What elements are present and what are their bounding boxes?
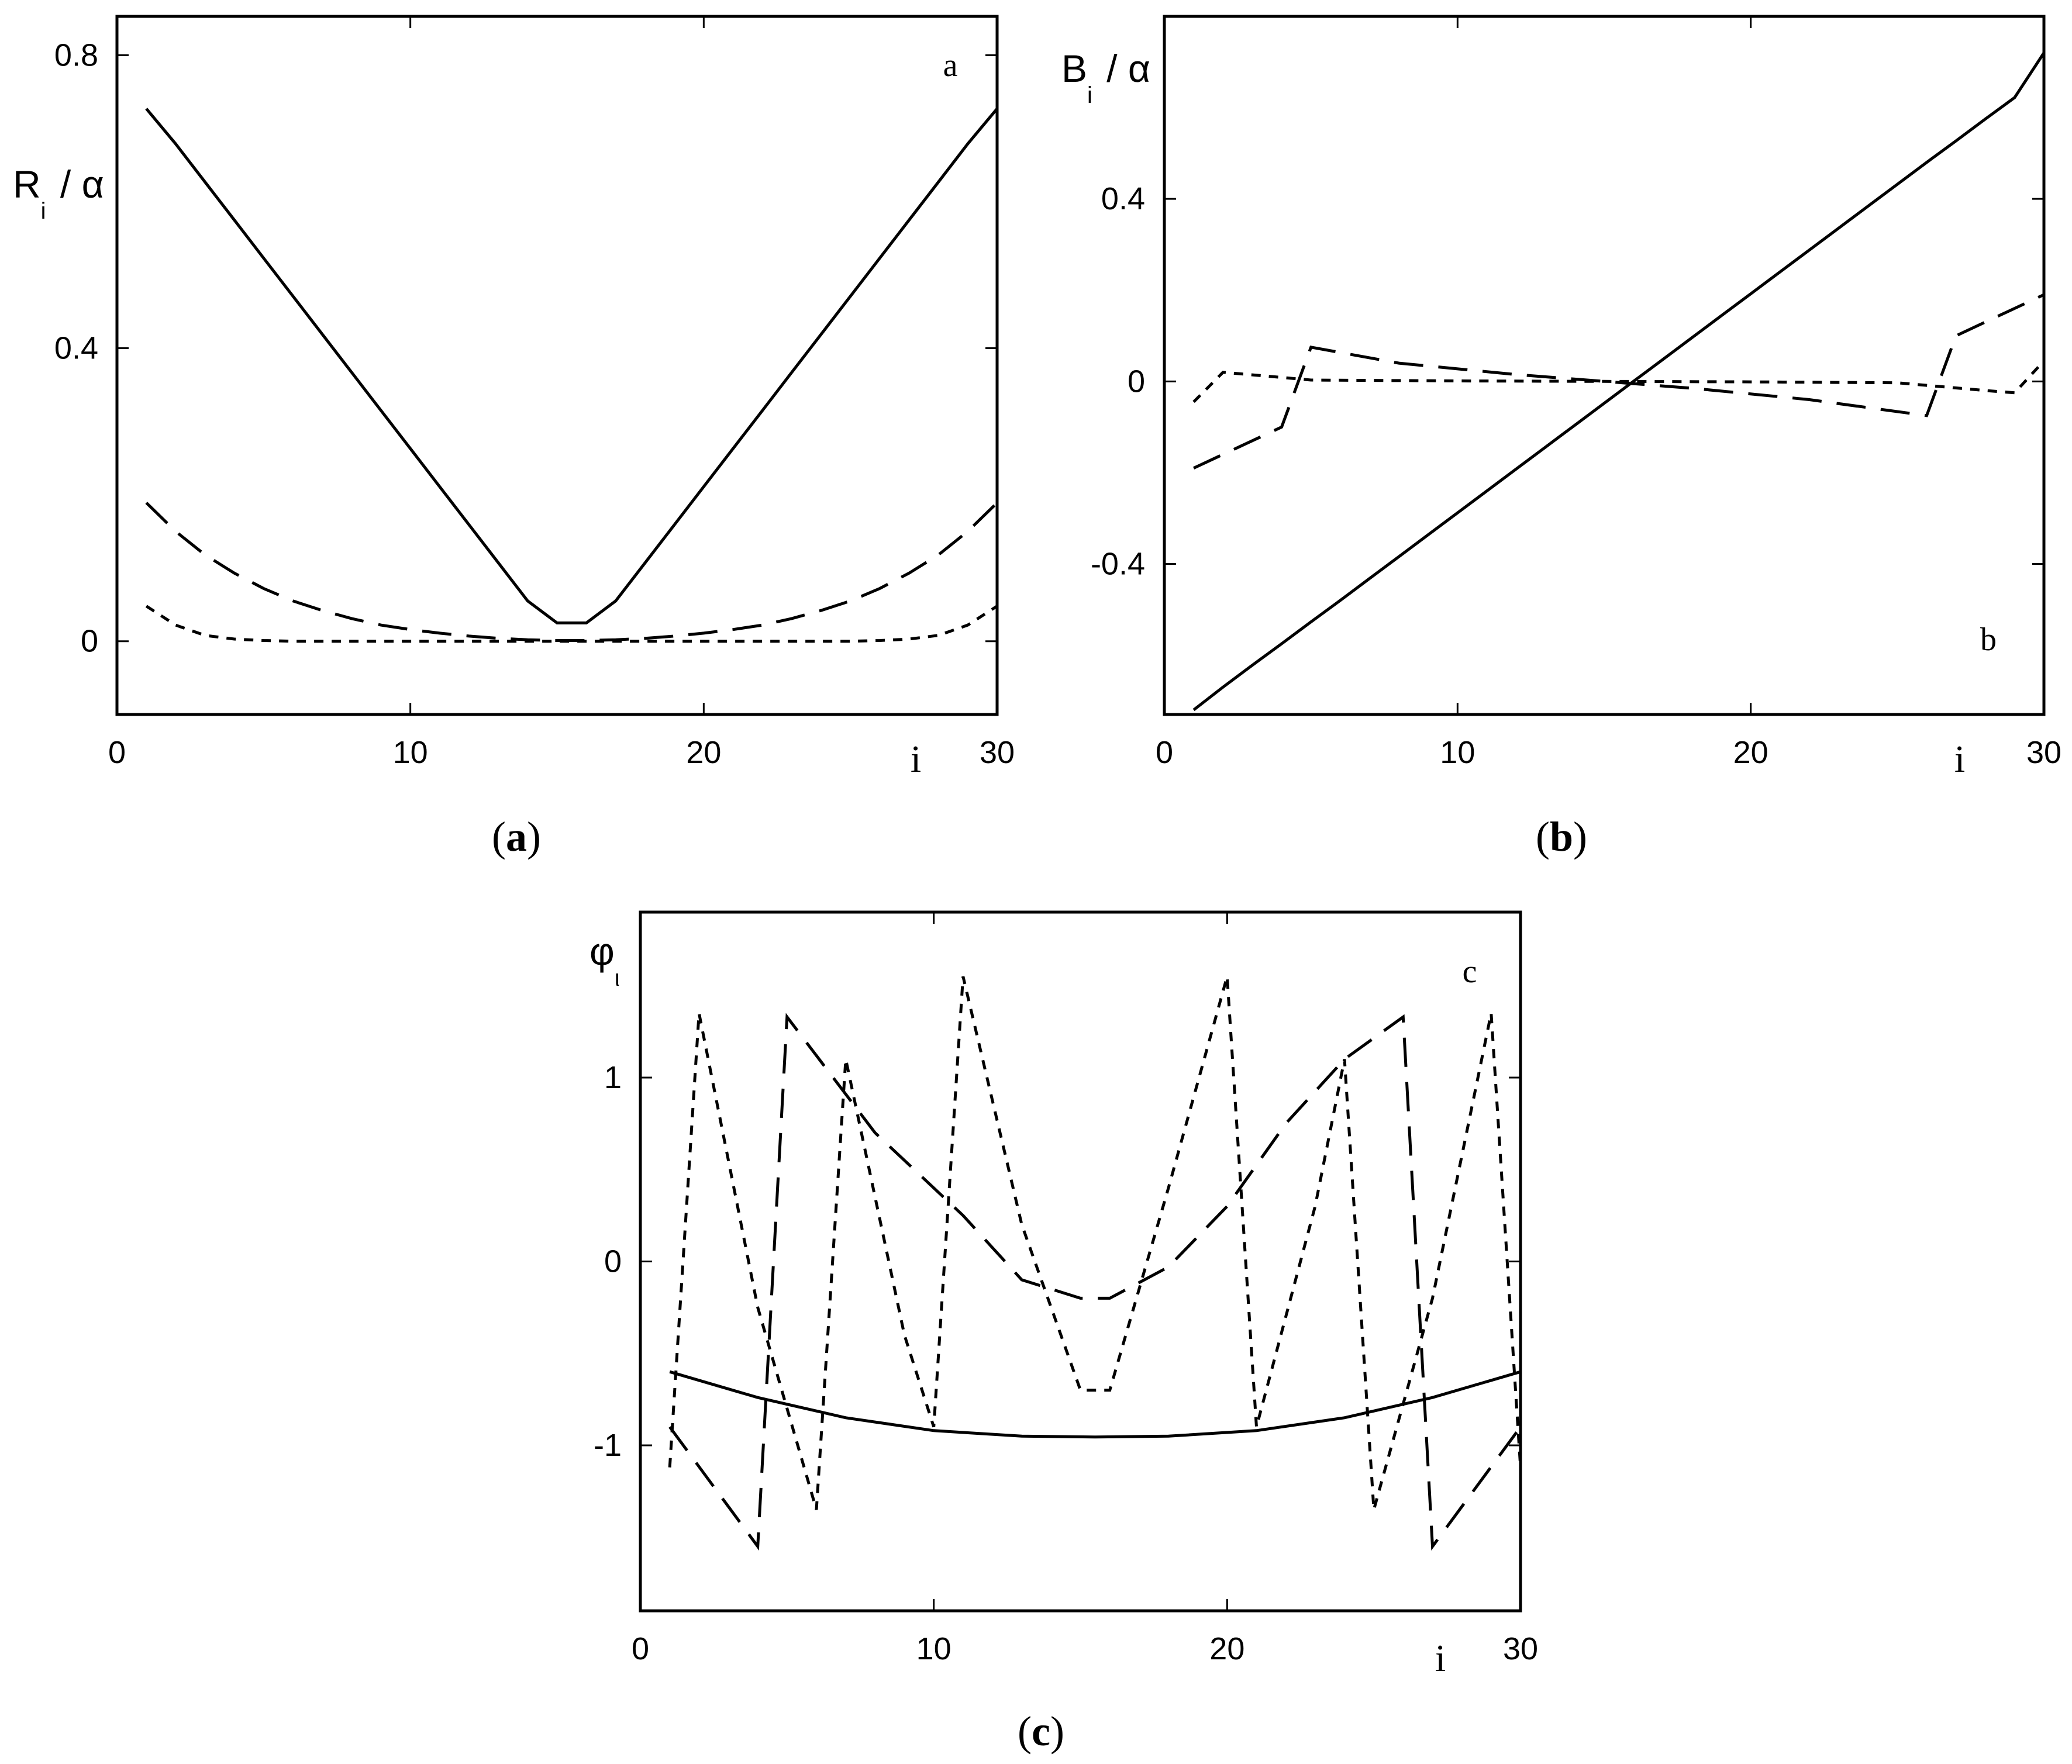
y-tick-label: -1 [594, 1428, 622, 1463]
x-tick-label: 0 [1156, 735, 1173, 770]
series-line-long-dash [668, 1013, 1522, 1551]
chart-panel-c: 0 10 20 30 -1 0 1 φι i c (c) [589, 910, 1538, 1755]
panel-caption: (a) [492, 813, 541, 860]
series-line-short-dash [145, 605, 998, 643]
series-line-short-dash [668, 976, 1522, 1510]
y-tick-label: 1 [604, 1060, 622, 1095]
plot-frame [1163, 15, 2046, 716]
x-tick-label: 10 [1440, 735, 1475, 770]
x-tick-label: 20 [686, 735, 721, 770]
y-tick-label: 0.4 [1101, 181, 1145, 216]
panel-caption: (c) [1018, 1708, 1064, 1755]
x-tick-label: 20 [1209, 1631, 1244, 1666]
y-tick-label: 0 [604, 1244, 622, 1279]
x-tick-label: 30 [1503, 1631, 1538, 1666]
y-tick-label: 0.8 [54, 37, 98, 73]
series-line-long-dash [145, 502, 998, 642]
y-tick-label: -0.4 [1091, 546, 1145, 581]
series-line-long-dash [1193, 293, 2045, 470]
x-axis-label: i [1954, 738, 1965, 781]
panel-tag: c [1463, 954, 1477, 990]
y-tick-label: 0 [1128, 364, 1145, 399]
x-tick-label: 10 [393, 735, 428, 770]
x-axis-label: i [911, 738, 921, 781]
series-line-solid [1192, 52, 2046, 712]
series-line-solid [669, 1370, 1521, 1439]
chart-panel-b: 0 10 20 30 -0.4 0 0.4 Bi / α i b (b) [1061, 15, 2061, 860]
chart-panel-a: 0 10 20 30 0 0.4 0.8 Ri / α i a (a) [13, 15, 1015, 860]
y-axis-label: Bi / α [1061, 47, 1150, 108]
x-tick-label: 30 [2026, 735, 2061, 770]
x-tick-label: 30 [980, 735, 1015, 770]
panel-tag: b [1980, 622, 1997, 658]
plot-frame [639, 910, 1522, 1613]
x-axis-label: i [1435, 1637, 1446, 1680]
panel-caption: (b) [1536, 813, 1587, 860]
x-tick-label: 20 [1733, 735, 1768, 770]
y-axis-label: φι [589, 930, 620, 991]
series-line-short-dash [1192, 360, 2045, 403]
plot-frame [115, 15, 999, 716]
x-tick-label: 0 [632, 1631, 649, 1666]
y-axis-label: Ri / α [13, 163, 104, 224]
x-tick-label: 10 [916, 1631, 951, 1666]
series-line-solid [145, 108, 998, 624]
x-tick-label: 0 [108, 735, 126, 770]
y-tick-label: 0 [81, 624, 98, 659]
panel-tag: a [943, 47, 958, 84]
y-tick-label: 0.4 [54, 331, 98, 366]
